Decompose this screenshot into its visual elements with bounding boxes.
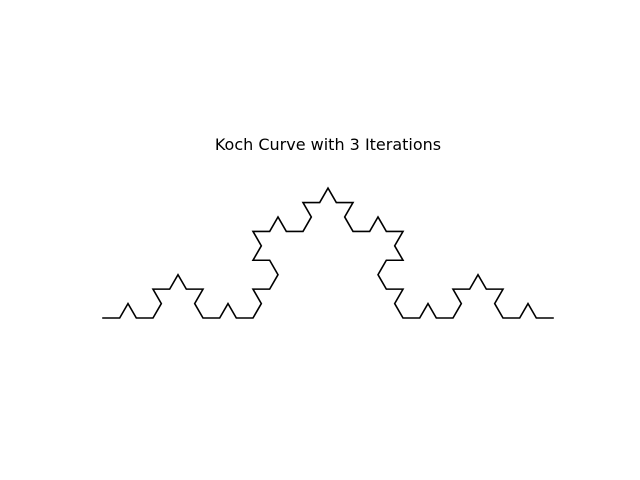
koch-curve-line [102,186,554,319]
chart-title: Koch Curve with 3 Iterations [214,135,442,154]
